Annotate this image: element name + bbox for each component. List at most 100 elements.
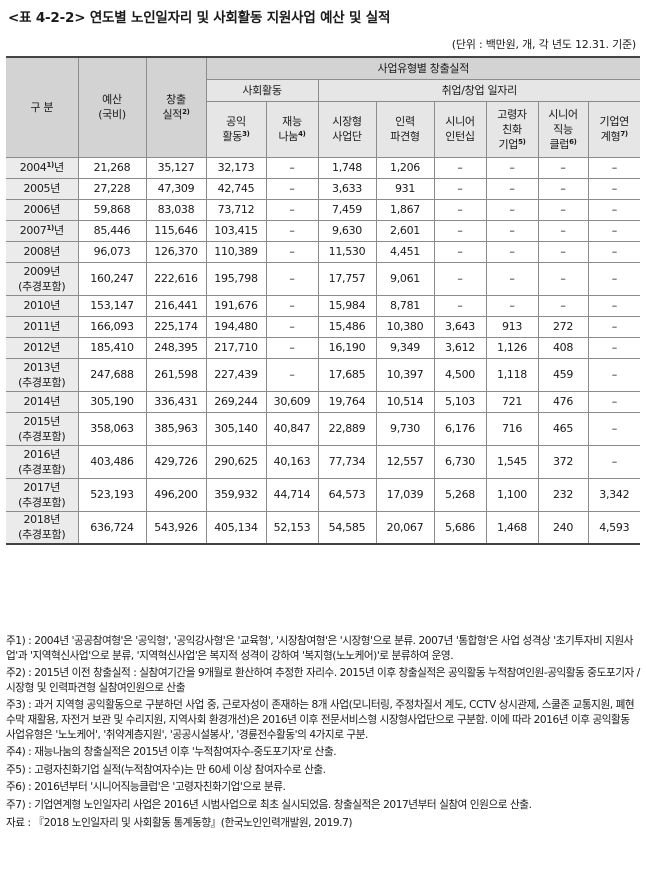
table-cell: 913: [485, 315, 539, 338]
table-cell: 336,431: [145, 390, 207, 413]
table-row: 2013년 (추경포함) 247,688 261,598 227,439–17,685 1…: [6, 357, 641, 392]
table-cell: –: [265, 261, 319, 296]
table-cell: 7,459: [317, 198, 377, 221]
table-cell: 10,397: [375, 357, 435, 392]
note-6: 주6) : 2016년부터 '시니어직능클럽'은 '고령자친화기업'으로 분류.: [6, 781, 286, 794]
table-cell: 103,415: [205, 219, 267, 242]
header-division: 구 분: [6, 56, 79, 158]
table-cell: 405,134: [205, 510, 267, 545]
table-cell: 9,730: [375, 411, 435, 446]
note-2: 주2) : 2015년 이전 창출실적 : 실참여기간을 9개월로 환산하여 추…: [6, 667, 640, 694]
table-cell: –: [587, 219, 641, 242]
table-cell: 1,748: [317, 156, 377, 179]
table-cell: 16,190: [317, 336, 377, 359]
table-cell: 269,244: [205, 390, 267, 413]
row-year: 2016년 (추경포함): [6, 444, 79, 479]
table-cell: –: [265, 156, 319, 179]
table-cell: –: [433, 198, 487, 221]
table-cell: 217,710: [205, 336, 267, 359]
table-row: 2006년 59,868 83,038 73,712–7,459 1,867– – – –: [6, 198, 641, 221]
note-4: 주4) : 재능나눔의 창출실적은 2015년 이후 '누적참여자수-중도포기자…: [6, 746, 337, 759]
row-year: 2006년: [6, 198, 79, 221]
table-cell: –: [433, 294, 487, 317]
note-1: 주1) : 2004년 '공공참여형'은 '공익형', '공익강사형'은 '교육…: [6, 635, 633, 662]
row-year: 2012년: [6, 336, 79, 359]
table-row: 2017년 (추경포함) 523,193 496,200 359,932 44,714 64…: [6, 477, 641, 512]
table-cell: 721: [485, 390, 539, 413]
row-year: 2015년 (추경포함): [6, 411, 79, 446]
table-cell: –: [537, 261, 589, 296]
table-cell: 5,686: [433, 510, 487, 545]
table-cell: –: [265, 294, 319, 317]
table-row: 2008년 96,073 126,370 110,389–11,530 4,451– – –…: [6, 240, 641, 263]
table-cell: 17,757: [317, 261, 377, 296]
table-cell: 27,228: [77, 177, 147, 200]
table-cell: 59,868: [77, 198, 147, 221]
table-cell: 35,127: [145, 156, 207, 179]
table-cell: –: [587, 411, 641, 446]
table-cell: –: [485, 294, 539, 317]
table-cell: –: [265, 219, 319, 242]
table-cell: 4,593: [587, 510, 641, 545]
table-cell: 247,688: [77, 357, 147, 392]
table-cell: 1,545: [485, 444, 539, 479]
table-cell: –: [433, 177, 487, 200]
table-cell: 6,176: [433, 411, 487, 446]
table-cell: 32,173: [205, 156, 267, 179]
table-cell: 240: [537, 510, 589, 545]
table-cell: 372: [537, 444, 589, 479]
table-row: 20071)년 85,446 115,646 103,415–9,630 2,601– –…: [6, 219, 641, 242]
header-budget: 예산 (국비): [77, 56, 147, 158]
budget-table: 구 분 예산 (국비) 창출 실적2) 사업유형별 창출실적 사회활동 취업/창업 …: [6, 56, 641, 545]
table-cell: 77,734: [317, 444, 377, 479]
table-cell: 408: [537, 336, 589, 359]
table-row: 2018년 (추경포함) 636,724 543,926 405,134 52,153 54…: [6, 510, 641, 545]
header-col-public: 공익 활동3): [206, 100, 267, 158]
row-year: 2018년 (추경포함): [6, 510, 79, 545]
table-cell: 403,486: [77, 444, 147, 479]
table-cell: –: [587, 357, 641, 392]
table-cell: –: [587, 444, 641, 479]
table-cell: 5,103: [433, 390, 487, 413]
table-cell: 385,963: [145, 411, 207, 446]
table-cell: 17,685: [317, 357, 377, 392]
header-col-talent: 재능 나눔4): [265, 100, 319, 158]
table-cell: 52,153: [265, 510, 319, 545]
table-cell: –: [485, 261, 539, 296]
row-year: 2017년 (추경포함): [6, 477, 79, 512]
table-cell: 290,625: [205, 444, 267, 479]
table-cell: 227,439: [205, 357, 267, 392]
table-cell: 9,349: [375, 336, 435, 359]
row-year: 20071)년: [6, 219, 79, 242]
row-year: 2005년: [6, 177, 79, 200]
table-cell: 305,140: [205, 411, 267, 446]
table-cell: 216,441: [145, 294, 207, 317]
row-year: 20041)년: [6, 156, 79, 179]
table-cell: 115,646: [145, 219, 207, 242]
table-cell: 225,174: [145, 315, 207, 338]
table-cell: 64,573: [317, 477, 377, 512]
table-cell: –: [485, 156, 539, 179]
table-cell: –: [433, 219, 487, 242]
table-cell: –: [587, 261, 641, 296]
table-cell: –: [537, 198, 589, 221]
source-note: 자료 : 『2018 노인일자리 및 사회활동 통계동향』(한국노인인력개발원,…: [6, 816, 353, 829]
table-cell: 166,093: [77, 315, 147, 338]
table-cell: 1,867: [375, 198, 435, 221]
table-cell: 54,585: [317, 510, 377, 545]
note-5: 주5) : 고령자친화기업 실적(누적참여자수)는 만 60세 이상 참여자수로…: [6, 763, 326, 776]
header-col-club: 시니어 직능 클럽6): [537, 100, 589, 158]
table-cell: 12,557: [375, 444, 435, 479]
table-cell: 3,643: [433, 315, 487, 338]
header-col-market: 시장형 사업단: [317, 100, 377, 158]
table-cell: –: [433, 156, 487, 179]
header-col-friendly: 고령자 친화 기업5): [485, 100, 539, 158]
table-cell: –: [537, 240, 589, 263]
table-row: 2010년 153,147 216,441 191,676–15,984 8,781– –…: [6, 294, 641, 317]
table-cell: 305,190: [77, 390, 147, 413]
table-cell: 185,410: [77, 336, 147, 359]
table-cell: 153,147: [77, 294, 147, 317]
table-cell: 20,067: [375, 510, 435, 545]
header-employment: 취업/창업 일자리: [317, 78, 641, 102]
table-body: 20041)년 21,268 35,127 32,173–1,748 1,206– – – –…: [6, 156, 641, 545]
